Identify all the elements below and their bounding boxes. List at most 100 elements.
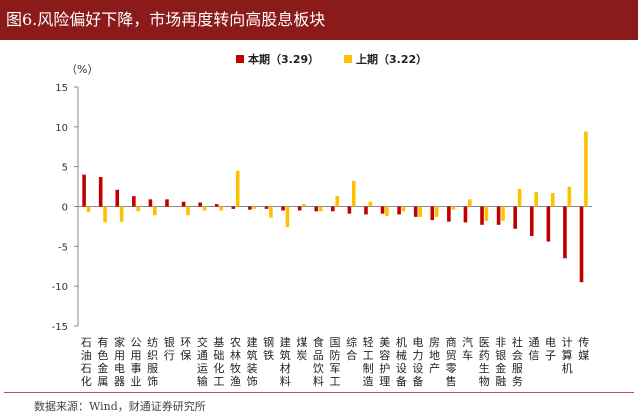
legend-label: 本期（3.29） [248, 52, 319, 66]
bar-current [579, 206, 584, 283]
x-tick-label: 电力设备 [412, 336, 423, 388]
x-tick-label: 建筑装饰 [247, 335, 258, 388]
chart-legend: 本期（3.29） 上期（3.22） [236, 52, 427, 66]
bar-previous [269, 206, 273, 218]
bar-current [529, 206, 534, 236]
chart-bars [82, 131, 588, 283]
y-tick-label: 0 [62, 203, 68, 214]
bar-previous [153, 206, 157, 216]
bar-previous [567, 186, 572, 207]
figure-title: 图6.风险偏好下降，市场再度转向高股息板块 [6, 10, 326, 29]
x-tick-label: 综合 [346, 335, 357, 362]
x-tick-label: 基础化工 [213, 336, 224, 388]
x-tick-label: 社会服务 [512, 335, 523, 388]
x-tick-label: 汽车 [462, 335, 473, 362]
bar-current [413, 206, 418, 217]
bar-current [380, 206, 385, 214]
bar-current [115, 189, 120, 207]
bar-current [132, 196, 136, 207]
bar-previous [136, 206, 141, 212]
bar-previous [401, 206, 406, 212]
y-tick-label: 15 [55, 83, 68, 94]
bar-current [347, 206, 352, 214]
x-tick-label: 煤炭 [296, 336, 307, 362]
bar-previous [235, 170, 240, 207]
bar-previous [103, 206, 107, 223]
x-tick-label: 国防军工 [330, 336, 341, 388]
bar-current [297, 206, 302, 211]
y-tick-label: -5 [58, 242, 68, 253]
x-tick-label: 纺织服饰 [147, 335, 158, 388]
bar-previous [86, 206, 91, 213]
y-tick-label: 5 [62, 163, 68, 174]
y-tick-label: -10 [52, 282, 68, 293]
bar-previous [451, 206, 456, 210]
bar-previous [186, 206, 190, 216]
bar-previous [219, 206, 223, 211]
bar-previous [252, 206, 257, 209]
bar-previous [550, 192, 555, 207]
bar-previous [302, 204, 306, 207]
bar-previous [484, 206, 489, 221]
x-tick-label: 医药生物 [479, 336, 490, 388]
bar-previous [169, 206, 174, 208]
x-tick-label: 农林牧渔 [230, 335, 241, 388]
footer-divider [4, 392, 634, 393]
bar-current [248, 206, 252, 210]
y-unit-label: （%） [66, 63, 98, 76]
bar-previous [318, 206, 323, 212]
bar-previous [368, 201, 373, 207]
x-tick-label: 环保 [180, 336, 191, 362]
bar-current [496, 206, 501, 225]
bar-previous [418, 206, 422, 217]
bar-current [198, 202, 202, 207]
bar-current [148, 199, 153, 207]
x-tick-label: 公用事业 [131, 336, 142, 388]
bar-current [447, 206, 451, 222]
bar-current [463, 206, 468, 223]
x-tick-label: 建筑材料 [280, 335, 291, 388]
bar-current [264, 206, 269, 209]
x-tick-label: 有色金属 [97, 335, 108, 388]
x-tick-label: 交通运输 [197, 335, 208, 388]
y-tick-label: -15 [52, 322, 68, 333]
bar-current [181, 201, 186, 207]
bar-previous [434, 206, 439, 217]
x-tick-label: 钢铁 [263, 336, 274, 362]
bar-previous [501, 206, 505, 221]
bar-previous [285, 206, 290, 228]
bar-current [563, 206, 567, 259]
bar-current [165, 199, 169, 207]
bar-current [214, 204, 219, 207]
bar-current [430, 206, 435, 221]
bar-current [98, 177, 103, 207]
legend-label: 上期（3.22） [356, 52, 427, 66]
bar-current [397, 206, 401, 215]
bar-current [331, 206, 335, 212]
bar-previous [119, 206, 124, 222]
chart-axes: -15 -10 -5 0 5 10 15 （%） [52, 63, 592, 333]
x-tick-label: 石油石化 [81, 336, 92, 388]
x-tick-label: 轻工制造 [363, 335, 374, 388]
bar-previous [534, 192, 538, 207]
header-bar: 图6.风险偏好下降，市场再度转向高股息板块 [0, 0, 638, 40]
bar-current [364, 206, 368, 215]
x-tick-label: 计算机 [562, 336, 573, 375]
x-tick-label: 通信 [528, 336, 539, 362]
x-tick-label: 银行 [164, 335, 175, 362]
x-tick-label: 美容护理 [379, 336, 390, 388]
bar-previous [468, 199, 472, 207]
source-note: 数据来源：Wind，财通证券研究所 [34, 400, 206, 413]
x-tick-label: 传媒 [578, 336, 589, 362]
x-tick-label: 电子 [545, 336, 556, 362]
bar-previous [202, 206, 207, 211]
x-tick-label: 房地产 [429, 336, 440, 375]
x-tick-label: 机械设备 [396, 335, 407, 388]
bar-previous [335, 196, 339, 207]
legend-swatch [236, 55, 244, 63]
bar-previous [584, 131, 588, 207]
bar-current [231, 206, 236, 209]
bar-chart: -15 -10 -5 0 5 10 15 （%） 本期（3.29） 上期（3.22） 石油石化有… [52, 52, 592, 388]
bar-current [546, 206, 551, 242]
legend-swatch [344, 55, 352, 63]
